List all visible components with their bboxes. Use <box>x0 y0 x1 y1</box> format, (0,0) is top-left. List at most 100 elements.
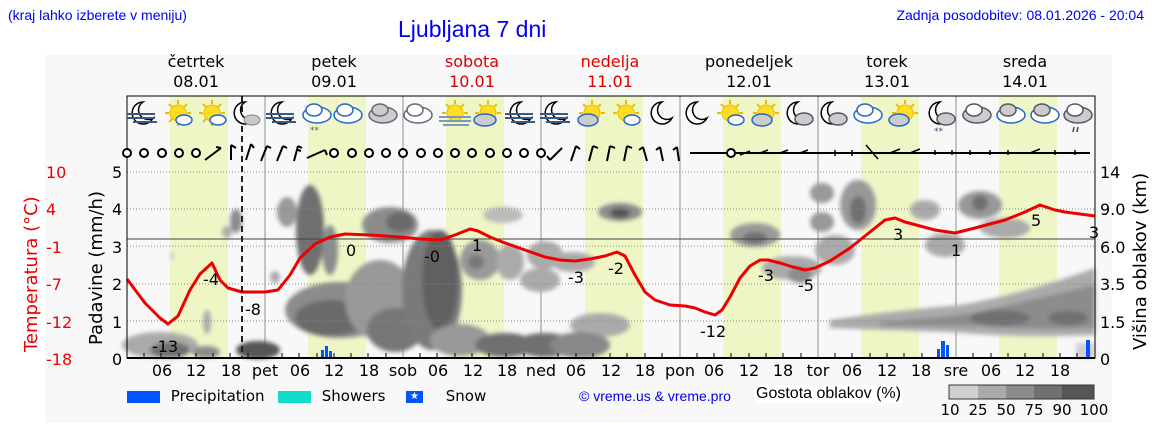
svg-text:pon: pon <box>665 361 695 380</box>
cloud-density-label: Gostota oblakov (%) <box>754 385 903 403</box>
svg-text:-7: -7 <box>46 275 62 294</box>
svg-text:-3: -3 <box>568 268 584 287</box>
sun-cloud-icon <box>888 100 918 127</box>
svg-text:-0: -0 <box>424 247 440 266</box>
svg-text:**: ** <box>310 126 320 136</box>
cloud-snow-icon: ** <box>302 103 332 136</box>
svg-text:06: 06 <box>290 361 310 380</box>
svg-text:sob: sob <box>389 361 417 380</box>
svg-text:tor: tor <box>807 361 830 380</box>
svg-text:06: 06 <box>152 361 172 380</box>
sun-cloud-icon <box>199 100 227 126</box>
svg-text:06: 06 <box>842 361 862 380</box>
svg-text:12: 12 <box>186 361 206 380</box>
svg-text:12: 12 <box>463 361 483 380</box>
svg-text:50: 50 <box>996 401 1015 419</box>
moon-icon <box>685 101 709 125</box>
page-title: Ljubljana 7 dni <box>398 16 547 42</box>
cloud-height-axis-title: Višina oblakov (km) <box>1130 173 1151 350</box>
calm-wind-icon <box>122 148 201 158</box>
svg-text:12: 12 <box>601 361 621 380</box>
svg-text:3: 3 <box>112 238 122 257</box>
svg-text:25: 25 <box>968 401 987 419</box>
copyright-link[interactable]: © vreme.us & vreme.pro <box>579 388 731 404</box>
cloud-icon <box>368 103 398 124</box>
daytime-bands <box>170 96 1057 358</box>
svg-text:18: 18 <box>1050 361 1070 380</box>
gridlines <box>127 171 1095 322</box>
svg-text:18: 18 <box>497 361 517 380</box>
sun-cloud-icon <box>165 100 193 126</box>
svg-text:4: 4 <box>46 200 56 219</box>
svg-text:18: 18 <box>911 361 931 380</box>
svg-text:1.5: 1.5 <box>1100 313 1125 332</box>
cloud-density-scale: 10 25 50 75 90 100 <box>940 384 1108 419</box>
wind-barb-icon <box>546 145 680 162</box>
day-header-monday: ponedeljek 12.01 <box>705 52 793 91</box>
day-header-saturday: sobota 10.01 <box>444 52 500 91</box>
weather-icons-row: ** <box>127 100 1093 137</box>
last-update: Zadnja posodobitev: 08.01.2026 - 20:04 <box>896 7 1144 23</box>
x-ticks <box>143 353 1078 358</box>
legend-showers: Showers <box>278 387 385 405</box>
sun-cloud-icon <box>717 100 745 126</box>
region-menu-hint[interactable]: (kraj lahko izberete v meniju) <box>8 7 187 23</box>
svg-text:2: 2 <box>112 275 122 294</box>
cloud-height-axis-ticks: 14 9.0 6.0 3.5 1.5 0 <box>1100 163 1125 369</box>
cloud-icon <box>333 103 363 124</box>
svg-text:9.0: 9.0 <box>1100 200 1125 219</box>
temperature-line <box>125 203 1096 326</box>
svg-text:-13: -13 <box>152 337 178 356</box>
svg-text:12: 12 <box>324 361 344 380</box>
svg-text:3: 3 <box>893 225 903 244</box>
svg-text:18: 18 <box>773 361 793 380</box>
svg-text:-12: -12 <box>700 322 726 341</box>
svg-text:5: 5 <box>112 163 122 182</box>
day-header-wednesday: sreda 14.01 <box>1002 52 1048 91</box>
sun-cloud-icon <box>577 100 605 127</box>
svg-text:**: ** <box>934 127 944 137</box>
moon-fog-icon <box>127 101 157 125</box>
moon-fog-icon <box>266 101 296 125</box>
moon-cloud-snow-icon: ** <box>928 101 956 137</box>
svg-text:10: 10 <box>940 401 959 419</box>
svg-text:5: 5 <box>1031 211 1041 230</box>
calm-wind-icon <box>329 148 546 158</box>
svg-text:1: 1 <box>951 241 961 260</box>
svg-text:14: 14 <box>1100 163 1120 182</box>
cloud-icon <box>403 103 433 124</box>
svg-text:-2: -2 <box>608 259 624 278</box>
precipitation-bars <box>321 340 1090 358</box>
svg-text:-5: -5 <box>798 276 814 295</box>
moon-fog-icon <box>540 101 570 125</box>
svg-text:ned: ned <box>526 361 556 380</box>
svg-text:-1: -1 <box>46 238 62 257</box>
svg-text:12: 12 <box>1015 361 1035 380</box>
legend-precipitation: Precipitation <box>127 387 265 405</box>
svg-text:90: 90 <box>1052 401 1071 419</box>
svg-text:75: 75 <box>1024 401 1043 419</box>
svg-text:10: 10 <box>46 163 66 182</box>
svg-text:06: 06 <box>704 361 724 380</box>
svg-text:18: 18 <box>635 361 655 380</box>
svg-text:-4: -4 <box>203 270 219 289</box>
svg-text:6.0: 6.0 <box>1100 238 1125 257</box>
svg-text:4: 4 <box>112 200 122 219</box>
svg-text:0: 0 <box>112 350 122 369</box>
calm-wind-icon <box>726 148 736 158</box>
day-header-tuesday: torek 13.01 <box>864 52 910 91</box>
moon-cloud-icon <box>820 101 848 126</box>
day-header-thursday: četrtek 08.01 <box>167 52 225 91</box>
wind-barb-icon <box>204 143 328 162</box>
precipitation-swatch-icon <box>127 390 160 403</box>
cloud-icon <box>962 103 992 124</box>
svg-text:pet: pet <box>252 361 278 380</box>
cloud-icon <box>1030 103 1060 124</box>
svg-text:06: 06 <box>981 361 1001 380</box>
precipitation-axis-ticks: 5 4 3 2 1 0 <box>112 163 122 369</box>
svg-text:12: 12 <box>877 361 897 380</box>
cloud-icon <box>996 103 1026 124</box>
day-header-sunday: nedelja 11.01 <box>580 52 640 91</box>
sun-fog-icon <box>439 100 471 126</box>
